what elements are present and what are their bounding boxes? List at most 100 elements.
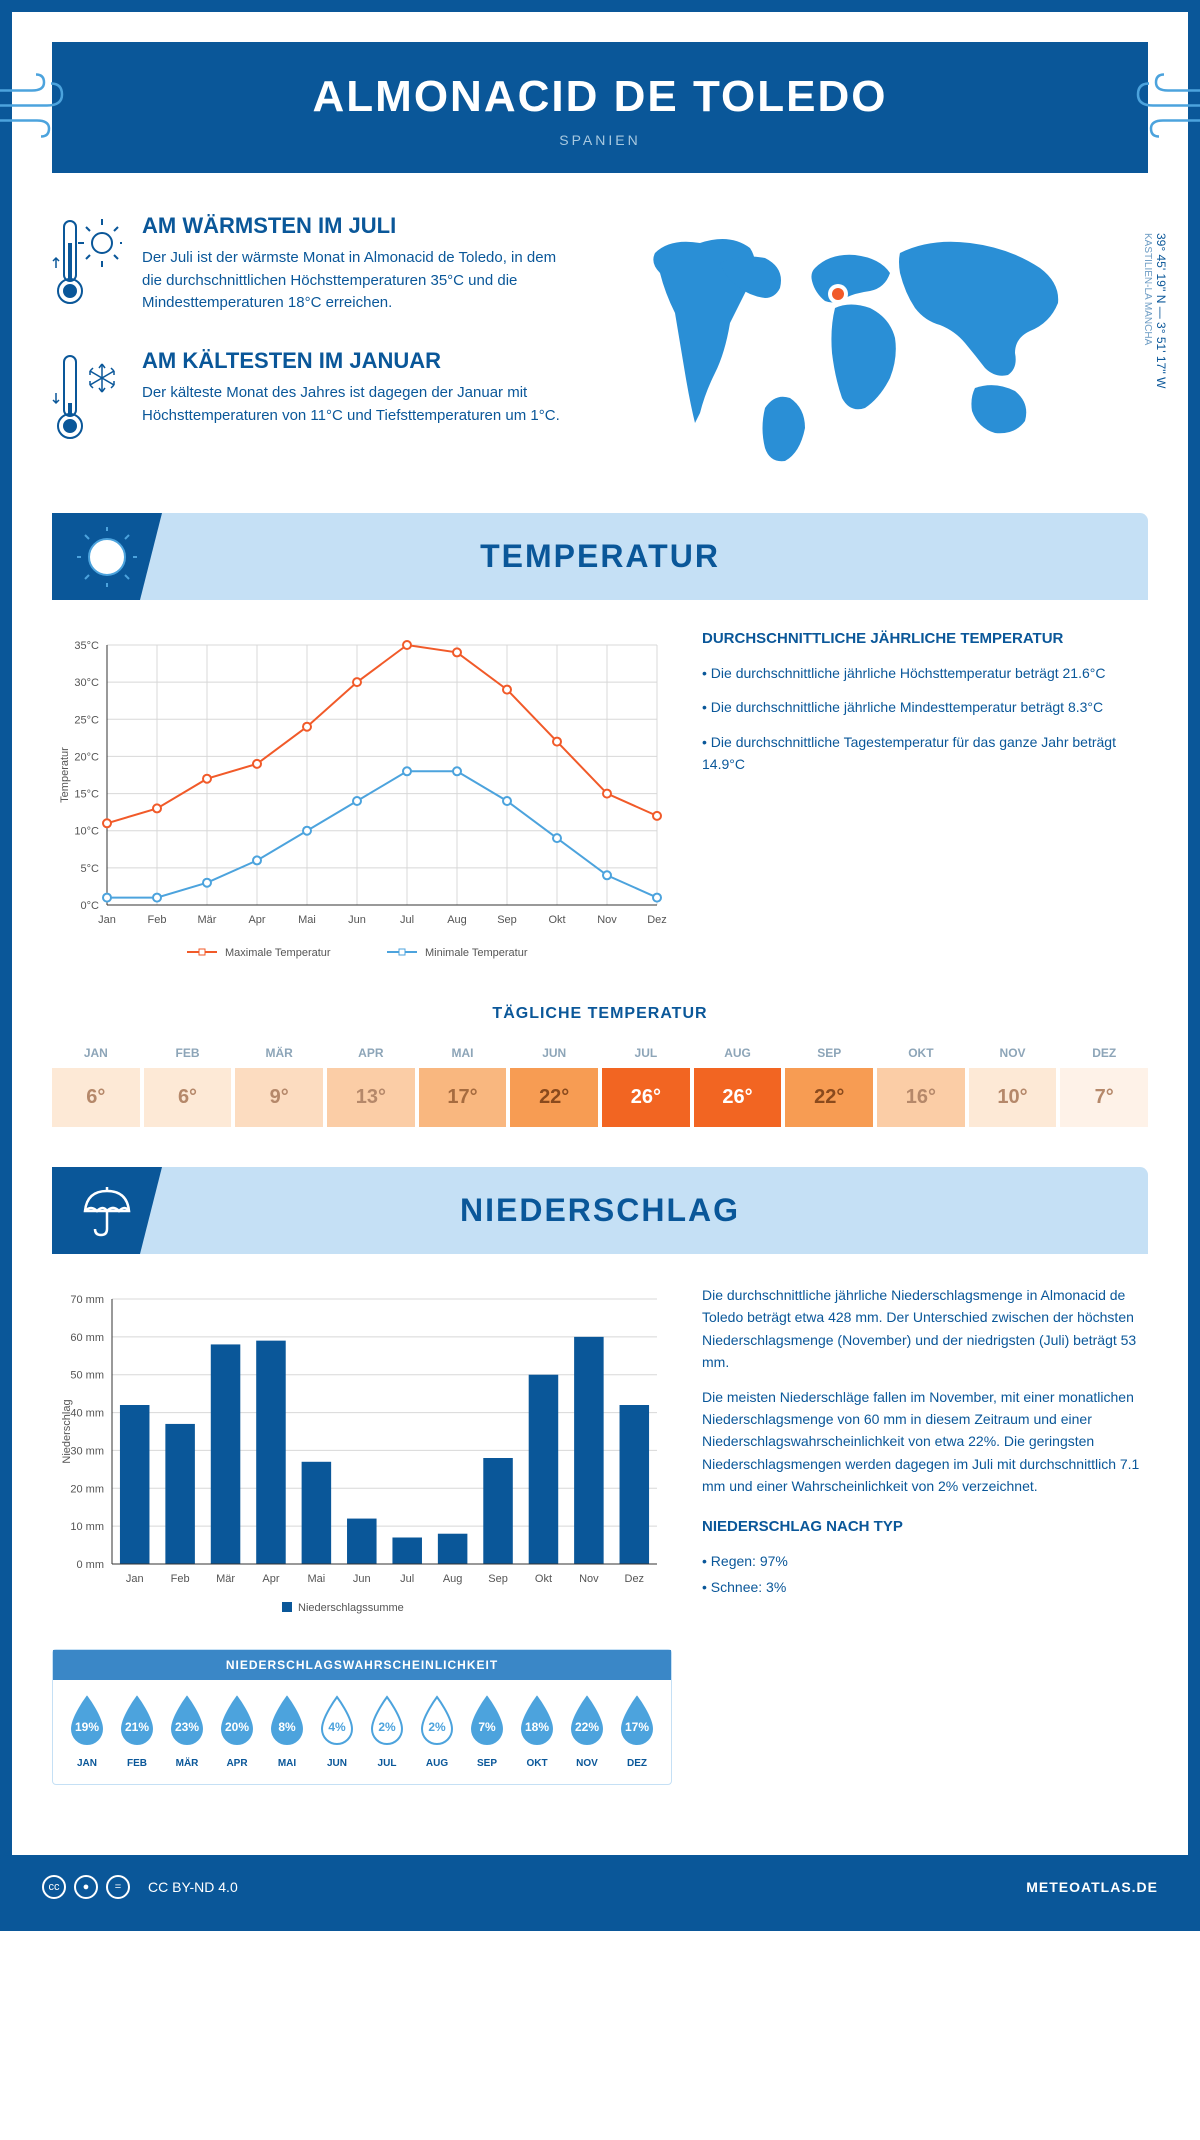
svg-text:Mai: Mai <box>298 914 316 926</box>
svg-text:Jun: Jun <box>353 1573 371 1585</box>
svg-text:Nov: Nov <box>579 1573 599 1585</box>
coldest-text: Der kälteste Monat des Jahres ist dagege… <box>142 382 580 427</box>
svg-text:19%: 19% <box>75 1720 99 1734</box>
precip-drop: 20%APR <box>213 1695 261 1769</box>
svg-text:Jan: Jan <box>126 1573 144 1585</box>
svg-text:18%: 18% <box>525 1720 549 1734</box>
precip-drop: 18%OKT <box>513 1695 561 1769</box>
umbrella-icon <box>77 1181 137 1241</box>
precip-probability-box: NIEDERSCHLAGSWAHRSCHEINLICHKEIT 19%JAN21… <box>52 1649 672 1785</box>
temperature-banner: TEMPERATUR <box>52 513 1148 600</box>
svg-text:2%: 2% <box>428 1720 446 1734</box>
svg-text:5°C: 5°C <box>81 863 100 875</box>
svg-text:Jun: Jun <box>348 914 366 926</box>
cc-icon: cc <box>42 1875 66 1899</box>
svg-text:Feb: Feb <box>171 1573 190 1585</box>
daily-temp-cell: APR13° <box>327 1038 415 1127</box>
precip-type-item: • Schnee: 3% <box>702 1576 1148 1598</box>
warmest-block: AM WÄRMSTEN IM JULI Der Juli ist der wär… <box>52 213 580 318</box>
precipitation-banner: NIEDERSCHLAG <box>52 1167 1148 1254</box>
by-icon: ● <box>74 1875 98 1899</box>
precip-type-title: NIEDERSCHLAG NACH TYP <box>702 1518 1148 1535</box>
svg-text:20 mm: 20 mm <box>70 1483 104 1495</box>
wind-icon <box>0 70 72 145</box>
sun-icon <box>77 527 137 587</box>
svg-text:Jan: Jan <box>98 914 116 926</box>
svg-text:60 mm: 60 mm <box>70 1332 104 1344</box>
svg-text:Mär: Mär <box>216 1573 235 1585</box>
page-header: ALMONACID DE TOLEDO SPANIEN <box>52 42 1148 173</box>
svg-text:Dez: Dez <box>625 1573 645 1585</box>
svg-text:Aug: Aug <box>447 914 467 926</box>
license-label: CC BY-ND 4.0 <box>148 1879 238 1895</box>
svg-text:Sep: Sep <box>488 1573 508 1585</box>
precip-drop: 21%FEB <box>113 1695 161 1769</box>
daily-temp-heading: TÄGLICHE TEMPERATUR <box>52 1005 1148 1023</box>
svg-text:Niederschlagssumme: Niederschlagssumme <box>298 1602 404 1614</box>
precip-drop: 23%MÄR <box>163 1695 211 1769</box>
coldest-title: AM KÄLTESTEN IM JANUAR <box>142 348 580 374</box>
daily-temp-cell: MAI17° <box>419 1038 507 1127</box>
svg-text:23%: 23% <box>175 1720 199 1734</box>
svg-text:Nov: Nov <box>597 914 617 926</box>
svg-text:21%: 21% <box>125 1720 149 1734</box>
svg-text:Jul: Jul <box>400 1573 414 1585</box>
temperature-heading: TEMPERATUR <box>52 538 1148 575</box>
precip-drop: 4%JUN <box>313 1695 361 1769</box>
daily-temp-row: JAN6°FEB6°MÄR9°APR13°MAI17°JUN22°JUL26°A… <box>52 1038 1148 1127</box>
svg-text:Aug: Aug <box>443 1573 463 1585</box>
svg-text:22%: 22% <box>575 1720 599 1734</box>
svg-text:4%: 4% <box>328 1720 346 1734</box>
svg-text:25°C: 25°C <box>74 714 99 726</box>
coldest-block: AM KÄLTESTEN IM JANUAR Der kälteste Mona… <box>52 348 580 453</box>
precipitation-bar-chart: 0 mm10 mm20 mm30 mm40 mm50 mm60 mm70 mmJ… <box>52 1284 672 1624</box>
svg-text:Mai: Mai <box>308 1573 326 1585</box>
daily-temp-cell: NOV10° <box>969 1038 1057 1127</box>
precip-prob-title: NIEDERSCHLAGSWAHRSCHEINLICHKEIT <box>53 1650 671 1680</box>
svg-text:7%: 7% <box>478 1720 496 1734</box>
svg-text:Minimale Temperatur: Minimale Temperatur <box>425 947 528 959</box>
svg-text:Feb: Feb <box>148 914 167 926</box>
precip-drop: 8%MAI <box>263 1695 311 1769</box>
thermometer-sun-icon <box>52 213 122 318</box>
precip-drop: 17%DEZ <box>613 1695 661 1769</box>
page-footer: cc ● = CC BY-ND 4.0 METEOATLAS.DE <box>12 1855 1188 1919</box>
svg-text:Temperatur: Temperatur <box>59 747 71 803</box>
svg-text:20%: 20% <box>225 1720 249 1734</box>
svg-text:0 mm: 0 mm <box>77 1559 105 1571</box>
svg-text:Okt: Okt <box>548 914 565 926</box>
temp-bullet: • Die durchschnittliche jährliche Höchst… <box>702 662 1148 684</box>
daily-temp-cell: MÄR9° <box>235 1038 323 1127</box>
precip-para-2: Die meisten Niederschläge fallen im Nove… <box>702 1386 1148 1498</box>
precip-drop: 19%JAN <box>63 1695 111 1769</box>
daily-temp-cell: AUG26° <box>694 1038 782 1127</box>
svg-text:Mär: Mär <box>198 914 217 926</box>
svg-text:8%: 8% <box>278 1720 296 1734</box>
precip-para-1: Die durchschnittliche jährliche Niedersc… <box>702 1284 1148 1374</box>
nd-icon: = <box>106 1875 130 1899</box>
temperature-line-chart: 0°C5°C10°C15°C20°C25°C30°C35°CJanFebMärA… <box>52 630 672 970</box>
daily-temp-cell: JUL26° <box>602 1038 690 1127</box>
daily-temp-cell: JAN6° <box>52 1038 140 1127</box>
svg-text:20°C: 20°C <box>74 751 99 763</box>
svg-text:15°C: 15°C <box>74 789 99 801</box>
daily-temp-cell: DEZ7° <box>1060 1038 1148 1127</box>
warmest-title: AM WÄRMSTEN IM JULI <box>142 213 580 239</box>
svg-text:Niederschlag: Niederschlag <box>61 1399 73 1463</box>
daily-temp-cell: JUN22° <box>510 1038 598 1127</box>
svg-text:30°C: 30°C <box>74 677 99 689</box>
world-map <box>620 213 1080 473</box>
wind-icon <box>1128 70 1200 145</box>
site-label: METEOATLAS.DE <box>1026 1879 1158 1895</box>
svg-text:30 mm: 30 mm <box>70 1445 104 1457</box>
svg-text:Jul: Jul <box>400 914 414 926</box>
svg-text:10 mm: 10 mm <box>70 1521 104 1533</box>
svg-text:40 mm: 40 mm <box>70 1408 104 1420</box>
precip-drop: 2%JUL <box>363 1695 411 1769</box>
svg-text:Dez: Dez <box>647 914 667 926</box>
daily-temp-cell: SEP22° <box>785 1038 873 1127</box>
country-subtitle: SPANIEN <box>92 132 1108 148</box>
svg-text:Okt: Okt <box>535 1573 552 1585</box>
thermometer-snow-icon <box>52 348 122 453</box>
coordinates: 39° 45' 19'' N — 3° 51' 17'' W KASTILIEN… <box>1140 233 1168 388</box>
